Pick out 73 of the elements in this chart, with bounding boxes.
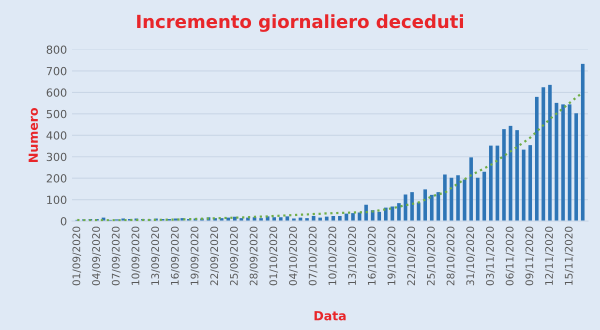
x-tick-label: 15/11/2020 [564, 226, 574, 285]
x-tick-label: 13/10/2020 [348, 226, 357, 285]
bar [416, 202, 420, 222]
bar [528, 145, 532, 222]
bar [574, 113, 578, 222]
bar [561, 104, 565, 222]
bar [554, 102, 558, 222]
bar [423, 189, 427, 222]
x-tick-label: 03/11/2020 [486, 226, 495, 286]
bar [298, 218, 302, 222]
bar [548, 84, 552, 222]
bar [462, 179, 466, 222]
y-tick-label: 300 [46, 152, 66, 162]
bar [508, 126, 512, 222]
x-tick-label: 01/10/2020 [269, 226, 278, 286]
chart-title: Incremento giornaliero deceduti [137, 14, 464, 32]
x-tick-label: 31/10/2020 [466, 226, 475, 286]
bar [430, 194, 434, 222]
y-tick-label: 500 [46, 110, 66, 118]
y-tick-label: 800 [46, 45, 66, 54]
x-tick-label: 10/10/2020 [328, 226, 338, 285]
x-tick-label: 25/09/2020 [230, 226, 239, 286]
x-axis-title: Data [314, 311, 346, 320]
bar [436, 192, 440, 222]
x-tick-label: 22/10/2020 [407, 226, 416, 286]
x-tick-label: 22/09/2020 [210, 226, 219, 286]
y-axis-title: Numero [28, 108, 38, 162]
x-tick-label: 07/09/2020 [112, 226, 120, 286]
x-tick-label: 10/09/2020 [131, 226, 140, 285]
x-tick-label: 07/10/2020 [308, 226, 318, 286]
bar [456, 175, 460, 222]
x-tick-label: 06/11/2020 [506, 226, 514, 286]
x-tick-label: 09/11/2020 [525, 226, 534, 286]
x-tick-label: 12/11/2020 [545, 226, 554, 285]
x-tick-label: 28/09/2020 [250, 226, 258, 286]
bar [476, 178, 480, 222]
bar [390, 206, 394, 222]
x-tick-label: 16/09/2020 [170, 226, 180, 285]
bar [534, 96, 539, 222]
y-tick-label: 600 [46, 88, 66, 97]
bar [542, 87, 546, 222]
bar [443, 174, 447, 222]
x-tick-label: 01/09/2020 [72, 226, 82, 286]
x-tick-label: 04/09/2020 [92, 226, 101, 286]
bar [515, 130, 519, 222]
bar [489, 146, 493, 222]
bar [580, 64, 585, 222]
bar [358, 212, 362, 222]
x-tick-label: 25/10/2020 [426, 226, 436, 286]
bar [469, 157, 473, 222]
bar [351, 213, 355, 222]
bar [344, 214, 348, 222]
bar [450, 178, 454, 222]
x-tick-label: 16/10/2020 [368, 226, 377, 285]
y-tick-label: 700 [46, 66, 66, 76]
bar [522, 150, 526, 222]
y-tick-label: 200 [46, 174, 66, 183]
y-tick-label: 0 [60, 217, 66, 226]
bar [568, 104, 572, 222]
bar [305, 218, 309, 222]
y-tick-label: 400 [46, 131, 66, 140]
bar [404, 194, 408, 222]
x-tick-label: 19/10/2020 [388, 226, 396, 285]
x-tick-label: 04/10/2020 [289, 226, 298, 286]
x-tick-label: 28/10/2020 [446, 226, 456, 286]
x-tick-label: 19/09/2020 [190, 226, 200, 285]
bar [482, 172, 486, 222]
bar [502, 129, 506, 222]
bar [410, 192, 414, 222]
y-tick-label: 100 [47, 196, 66, 204]
x-tick-label: 13/09/2020 [151, 226, 160, 285]
bar [397, 203, 401, 222]
bar [496, 146, 500, 222]
